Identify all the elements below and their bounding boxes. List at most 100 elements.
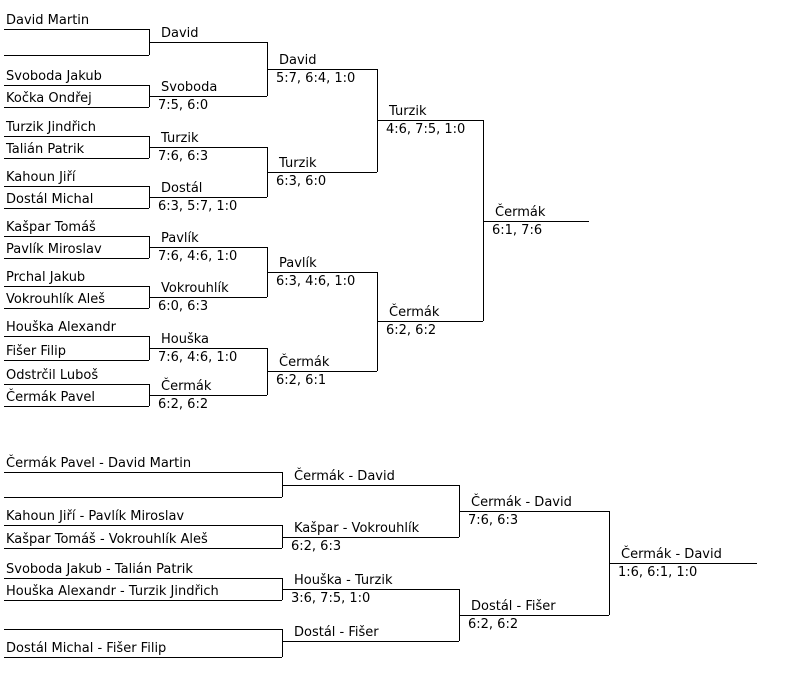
player-slot: Talián Patrik bbox=[4, 141, 149, 159]
team-slot: Čermák - David bbox=[459, 494, 609, 512]
player-name: Svoboda bbox=[161, 80, 218, 95]
connector-line bbox=[282, 525, 283, 548]
player-name: Čermák bbox=[495, 205, 546, 220]
player-slot: Turzik bbox=[149, 130, 267, 148]
player-slot: Čermák bbox=[149, 378, 267, 396]
player-slot: Čermák bbox=[267, 354, 377, 372]
player-name: Kašpar Tomáš bbox=[6, 220, 96, 235]
player-name: Dostál Michal bbox=[6, 192, 94, 207]
player-slot: David Martin bbox=[4, 12, 149, 30]
team-name: Dostál - Fišer bbox=[471, 599, 556, 614]
team-name: Čermák Pavel - David Martin bbox=[6, 456, 192, 471]
player-slot: Svoboda bbox=[149, 79, 267, 97]
match-score: 6:1, 7:6 bbox=[492, 223, 543, 238]
player-slot: Turzik Jindřich bbox=[4, 119, 149, 137]
player-name: Pavlík Miroslav bbox=[6, 242, 102, 257]
player-name: Pavlík bbox=[161, 231, 199, 246]
player-slot: Pavlík bbox=[267, 255, 377, 273]
player-name: David Martin bbox=[6, 13, 90, 28]
team-slot: Čermák - David bbox=[282, 468, 459, 486]
player-slot: Turzik bbox=[377, 103, 483, 121]
player-name: Houška Alexandr bbox=[6, 320, 116, 335]
connector-line bbox=[282, 472, 283, 497]
player-name: Dostál bbox=[161, 181, 203, 196]
player-slot: Čermák Pavel bbox=[4, 389, 149, 407]
team-name bbox=[4, 496, 6, 497]
player-name: David bbox=[161, 26, 199, 41]
player-name: Turzik bbox=[279, 156, 317, 171]
player-slot: Kahoun Jiří bbox=[4, 169, 149, 187]
team-slot: Čermák Pavel - David Martin bbox=[4, 455, 282, 473]
player-name: Talián Patrik bbox=[6, 142, 85, 157]
player-slot: Fišer Filip bbox=[4, 343, 149, 361]
player-name: Houška bbox=[161, 332, 210, 347]
player-slot: Dostál bbox=[149, 180, 267, 198]
match-score: 3:6, 7:5, 1:0 bbox=[291, 591, 371, 606]
team-slot: Svoboda Jakub - Talián Patrik bbox=[4, 561, 282, 579]
team-name: Svoboda Jakub - Talián Patrik bbox=[6, 562, 193, 577]
team-name bbox=[4, 628, 6, 629]
player-slot: Svoboda Jakub bbox=[4, 68, 149, 86]
player-name: Pavlík bbox=[279, 256, 317, 271]
team-name: Dostál - Fišer bbox=[294, 625, 379, 640]
player-slot: David bbox=[267, 52, 377, 70]
player-name: Vokrouhlík bbox=[161, 281, 229, 296]
match-score: 4:6, 7:5, 1:0 bbox=[386, 122, 466, 137]
player-slot: Turzik bbox=[267, 155, 377, 173]
team-slot: Dostál - Fišer bbox=[282, 624, 459, 642]
player-name: Vokrouhlík Aleš bbox=[6, 292, 106, 307]
player-slot: Odstrčil Luboš bbox=[4, 367, 149, 385]
team-slot: Čermák - David bbox=[609, 546, 757, 564]
player-name: Turzik Jindřich bbox=[6, 120, 96, 135]
match-score: 6:0, 6:3 bbox=[158, 299, 209, 314]
player-name: Čermák bbox=[389, 305, 440, 320]
team-name: Kašpar Tomáš - Vokrouhlík Aleš bbox=[6, 532, 208, 547]
match-score: 6:2, 6:2 bbox=[386, 323, 437, 338]
player-name: David bbox=[279, 53, 317, 68]
team-name: Houška Alexandr - Turzik Jindřich bbox=[6, 584, 219, 599]
team-slot: Kašpar - Vokrouhlík bbox=[282, 520, 459, 538]
match-score: 6:2, 6:2 bbox=[158, 397, 209, 412]
connector-line bbox=[483, 120, 484, 321]
match-score: 6:3, 4:6, 1:0 bbox=[276, 274, 356, 289]
team-slot bbox=[4, 612, 282, 630]
player-slot: Houška Alexandr bbox=[4, 319, 149, 337]
team-name: Kašpar - Vokrouhlík bbox=[294, 521, 420, 536]
player-slot: David bbox=[149, 25, 267, 43]
player-slot: Čermák bbox=[377, 304, 483, 322]
player-slot bbox=[4, 38, 149, 56]
team-name: Čermák - David bbox=[294, 469, 395, 484]
player-name: Turzik bbox=[389, 104, 427, 119]
player-slot: Pavlík Miroslav bbox=[4, 241, 149, 259]
team-slot: Dostál - Fišer bbox=[459, 598, 609, 616]
player-slot: Vokrouhlík bbox=[149, 280, 267, 298]
match-score: 5:7, 6:4, 1:0 bbox=[276, 71, 356, 86]
match-score: 7:6, 6:3 bbox=[158, 149, 209, 164]
team-slot: Dostál Michal - Fišer Filip bbox=[4, 640, 282, 658]
team-name: Dostál Michal - Fišer Filip bbox=[6, 641, 167, 656]
player-slot: Prchal Jakub bbox=[4, 269, 149, 287]
match-score: 6:2, 6:2 bbox=[468, 617, 519, 632]
match-score: 6:2, 6:1 bbox=[276, 373, 327, 388]
team-name: Houška - Turzik bbox=[294, 573, 393, 588]
player-slot: Pavlík bbox=[149, 230, 267, 248]
team-slot bbox=[4, 480, 282, 498]
match-score: 7:6, 6:3 bbox=[468, 513, 519, 528]
team-slot: Kašpar Tomáš - Vokrouhlík Aleš bbox=[4, 531, 282, 549]
team-slot: Kahoun Jiří - Pavlík Miroslav bbox=[4, 508, 282, 526]
player-name: Prchal Jakub bbox=[6, 270, 86, 285]
player-slot: Kočka Ondřej bbox=[4, 90, 149, 108]
player-name: Čermák bbox=[161, 379, 212, 394]
match-score: 6:2, 6:3 bbox=[291, 539, 342, 554]
team-name: Kahoun Jiří - Pavlík Miroslav bbox=[6, 509, 185, 524]
player-slot: Vokrouhlík Aleš bbox=[4, 291, 149, 309]
match-score: 6:3, 5:7, 1:0 bbox=[158, 199, 238, 214]
match-score: 1:6, 6:1, 1:0 bbox=[618, 565, 698, 580]
match-score: 7:5, 6:0 bbox=[158, 98, 209, 113]
team-name: Čermák - David bbox=[471, 495, 572, 510]
player-slot: Houška bbox=[149, 331, 267, 349]
player-name: Čermák Pavel bbox=[6, 390, 96, 405]
